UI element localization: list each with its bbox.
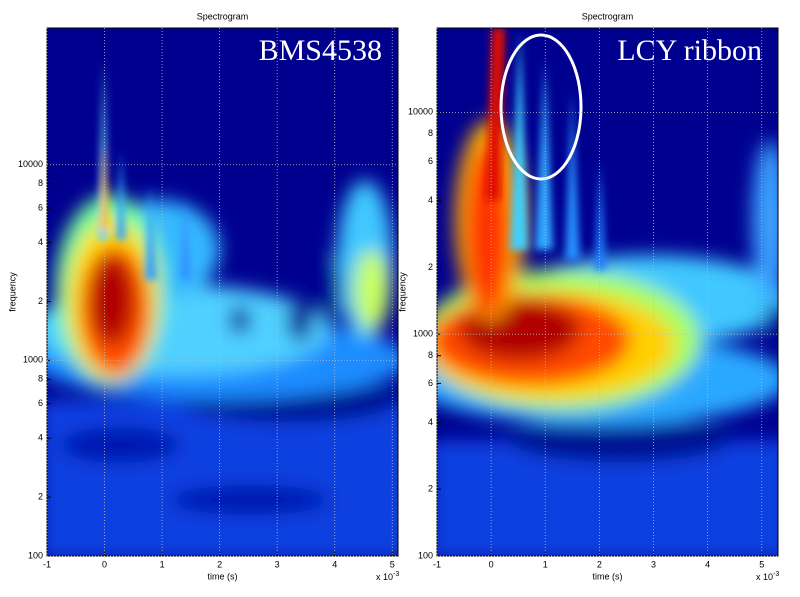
heatmap bbox=[437, 28, 778, 556]
y-tick-label: 4 bbox=[428, 195, 433, 205]
y-tick-label: 100 bbox=[418, 550, 433, 560]
x-tick-label: 3 bbox=[275, 559, 280, 569]
y-tick-label: 1000 bbox=[23, 355, 43, 365]
x-multiplier-base: x 10 bbox=[376, 572, 393, 582]
y-tick-label: 2 bbox=[38, 491, 43, 501]
x-tick-label: 0 bbox=[489, 559, 494, 569]
y-tick-label: 6 bbox=[428, 378, 433, 388]
x-multiplier-base: x 10 bbox=[756, 572, 773, 582]
x-tick-label: 1 bbox=[543, 559, 548, 569]
y-tick-label: 6 bbox=[38, 398, 43, 408]
x-multiplier: x 10-3 bbox=[376, 571, 399, 583]
x-axis-label: time (s) bbox=[593, 571, 623, 581]
x-multiplier: x 10-3 bbox=[756, 571, 779, 583]
x-multiplier-exponent: -3 bbox=[393, 571, 399, 578]
y-tick-label: 2 bbox=[428, 484, 433, 494]
x-tick-label: 2 bbox=[597, 559, 602, 569]
highlight-ellipse bbox=[499, 33, 583, 181]
y-tick-label: 2 bbox=[38, 296, 43, 306]
y-axis-label: frequency bbox=[7, 272, 17, 312]
y-tick-label: 1000 bbox=[413, 329, 433, 339]
x-tick-label: -1 bbox=[433, 559, 441, 569]
x-tick-label: 5 bbox=[759, 559, 764, 569]
heatmap bbox=[47, 28, 398, 556]
x-tick-label: 4 bbox=[705, 559, 710, 569]
x-tick-label: 1 bbox=[160, 559, 165, 569]
chart-title: Spectrogram bbox=[582, 11, 634, 21]
y-tick-label: 6 bbox=[428, 156, 433, 166]
x-multiplier-exponent: -3 bbox=[773, 571, 779, 578]
x-tick-label: 3 bbox=[651, 559, 656, 569]
y-tick-label: 8 bbox=[38, 178, 43, 188]
chart-title: Spectrogram bbox=[197, 11, 249, 21]
y-tick-label: 2 bbox=[428, 262, 433, 272]
y-tick-label: 8 bbox=[428, 350, 433, 360]
annotation: LCY ribbon bbox=[617, 34, 762, 67]
y-tick-label: 10000 bbox=[408, 107, 433, 117]
y-axis-label: frequency bbox=[397, 272, 407, 312]
annotation: BMS4538 bbox=[259, 34, 382, 67]
y-tick-label: 4 bbox=[38, 433, 43, 443]
y-tick-label: 10000 bbox=[18, 159, 43, 169]
x-tick-label: 0 bbox=[102, 559, 107, 569]
y-tick-label: 100 bbox=[28, 550, 43, 560]
y-tick-label: 8 bbox=[38, 374, 43, 384]
x-tick-label: 4 bbox=[332, 559, 337, 569]
y-tick-label: 6 bbox=[38, 203, 43, 213]
y-tick-label: 4 bbox=[38, 237, 43, 247]
y-tick-label: 8 bbox=[428, 128, 433, 138]
x-axis-label: time (s) bbox=[208, 571, 238, 581]
x-tick-label: 5 bbox=[390, 559, 395, 569]
x-tick-label: -1 bbox=[43, 559, 51, 569]
x-tick-label: 2 bbox=[217, 559, 222, 569]
y-tick-label: 4 bbox=[428, 417, 433, 427]
